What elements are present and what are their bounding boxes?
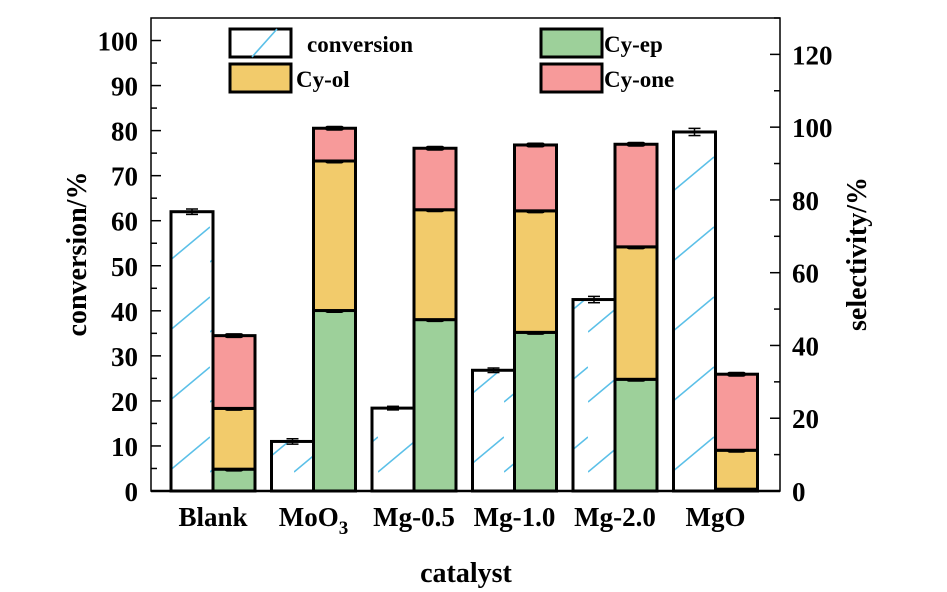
legend-swatch-cy-ol (228, 62, 293, 94)
category-label: MgO (686, 502, 746, 532)
left-tick-label: 20 (111, 387, 138, 417)
left-tick-label: 40 (111, 297, 138, 327)
selectivity-bar-cy-ol (312, 159, 357, 313)
left-tick-label: 10 (111, 432, 138, 462)
right-tick-label: 40 (792, 331, 819, 361)
selectivity-bar-cy-ep (412, 318, 458, 493)
category-label-main: MoO (279, 502, 339, 532)
category-label-main: Mg-0.5 (373, 502, 455, 532)
selectivity-bar-cy-ep (513, 330, 558, 493)
left-tick-label: 60 (111, 207, 138, 237)
bars-layer (169, 125, 759, 493)
category-label: Mg-1.0 (474, 502, 556, 532)
left-tick-label: 70 (111, 162, 138, 192)
right-tick-label: 100 (792, 113, 833, 143)
legend-label: Cy-ol (296, 67, 350, 92)
category-label-main: Mg-1.0 (474, 502, 556, 532)
category-label: Blank (178, 502, 247, 532)
right-tick-label: 20 (792, 404, 819, 434)
right-tick-label: 80 (792, 186, 819, 216)
selectivity-bar-cy-one (211, 334, 257, 410)
selectivity-bar-cy-ep (312, 309, 357, 493)
x-axis: Blank MoO3 Mg-0.5 Mg-1.0 Mg-2.0 MgO (178, 502, 745, 539)
legend-swatch-cy-ep (539, 27, 604, 59)
selectivity-bar-cy-ol (714, 448, 759, 491)
right-tick-label: 60 (792, 259, 819, 289)
legend-swatch-cy-one (539, 62, 604, 94)
left-tick-label: 0 (125, 477, 139, 507)
selectivity-bar-cy-one (412, 146, 458, 212)
legend: conversion Cy-ep Cy-ol Cy-one (228, 27, 674, 94)
conversion-bar (672, 130, 717, 493)
conversion-bar (169, 210, 215, 493)
y2-axis-title: selectivity/% (842, 177, 873, 331)
selectivity-bar-cy-one (513, 143, 558, 213)
selectivity-bar-cy-ol (211, 406, 257, 471)
category-label: Mg-0.5 (373, 502, 455, 532)
left-tick-label: 90 (111, 72, 138, 102)
x-axis-title: catalyst (420, 558, 512, 589)
right-tick-label: 0 (792, 477, 806, 507)
left-tick-label: 100 (98, 27, 139, 57)
category-label-main: Blank (178, 502, 247, 532)
left-tick-label: 30 (111, 342, 138, 372)
selectivity-bar-cy-ep (211, 467, 257, 493)
legend-label: Cy-ep (604, 32, 663, 57)
category-label-main: Mg-2.0 (574, 502, 656, 532)
legend-label: conversion (307, 32, 413, 57)
legend-label: Cy-one (604, 67, 674, 92)
category-label-subscript: 3 (339, 518, 349, 539)
selectivity-bar-cy-one (613, 142, 659, 249)
left-tick-label: 50 (111, 252, 138, 282)
right-y-axis: 0 20 40 60 80 100 120 (770, 17, 833, 507)
left-y-axis: 0 10 20 30 40 50 60 70 80 90 100 (98, 27, 161, 507)
conversion-bar (270, 439, 315, 493)
conversion-bar (571, 298, 617, 493)
y-axis-title: conversion/% (62, 172, 93, 337)
conversion-bar (370, 406, 416, 493)
selectivity-bar-cy-one (714, 372, 759, 452)
conversion-bar (471, 368, 516, 493)
selectivity-bar-cy-ol (513, 209, 558, 334)
category-label-main: MgO (686, 502, 746, 532)
legend-hatch-line (251, 28, 278, 58)
left-tick-label: 80 (111, 117, 138, 147)
selectivity-bar-cy-ol (412, 208, 458, 322)
selectivity-bar-cy-one (312, 126, 357, 163)
legend-swatch-conversion (228, 27, 293, 59)
selectivity-bar-cy-ol (613, 245, 659, 381)
right-tick-label: 120 (792, 40, 833, 70)
selectivity-bar-cy-ep (613, 377, 659, 493)
category-label: MoO3 (279, 502, 349, 539)
plot-frame (150, 17, 781, 493)
category-label: Mg-2.0 (574, 502, 656, 532)
